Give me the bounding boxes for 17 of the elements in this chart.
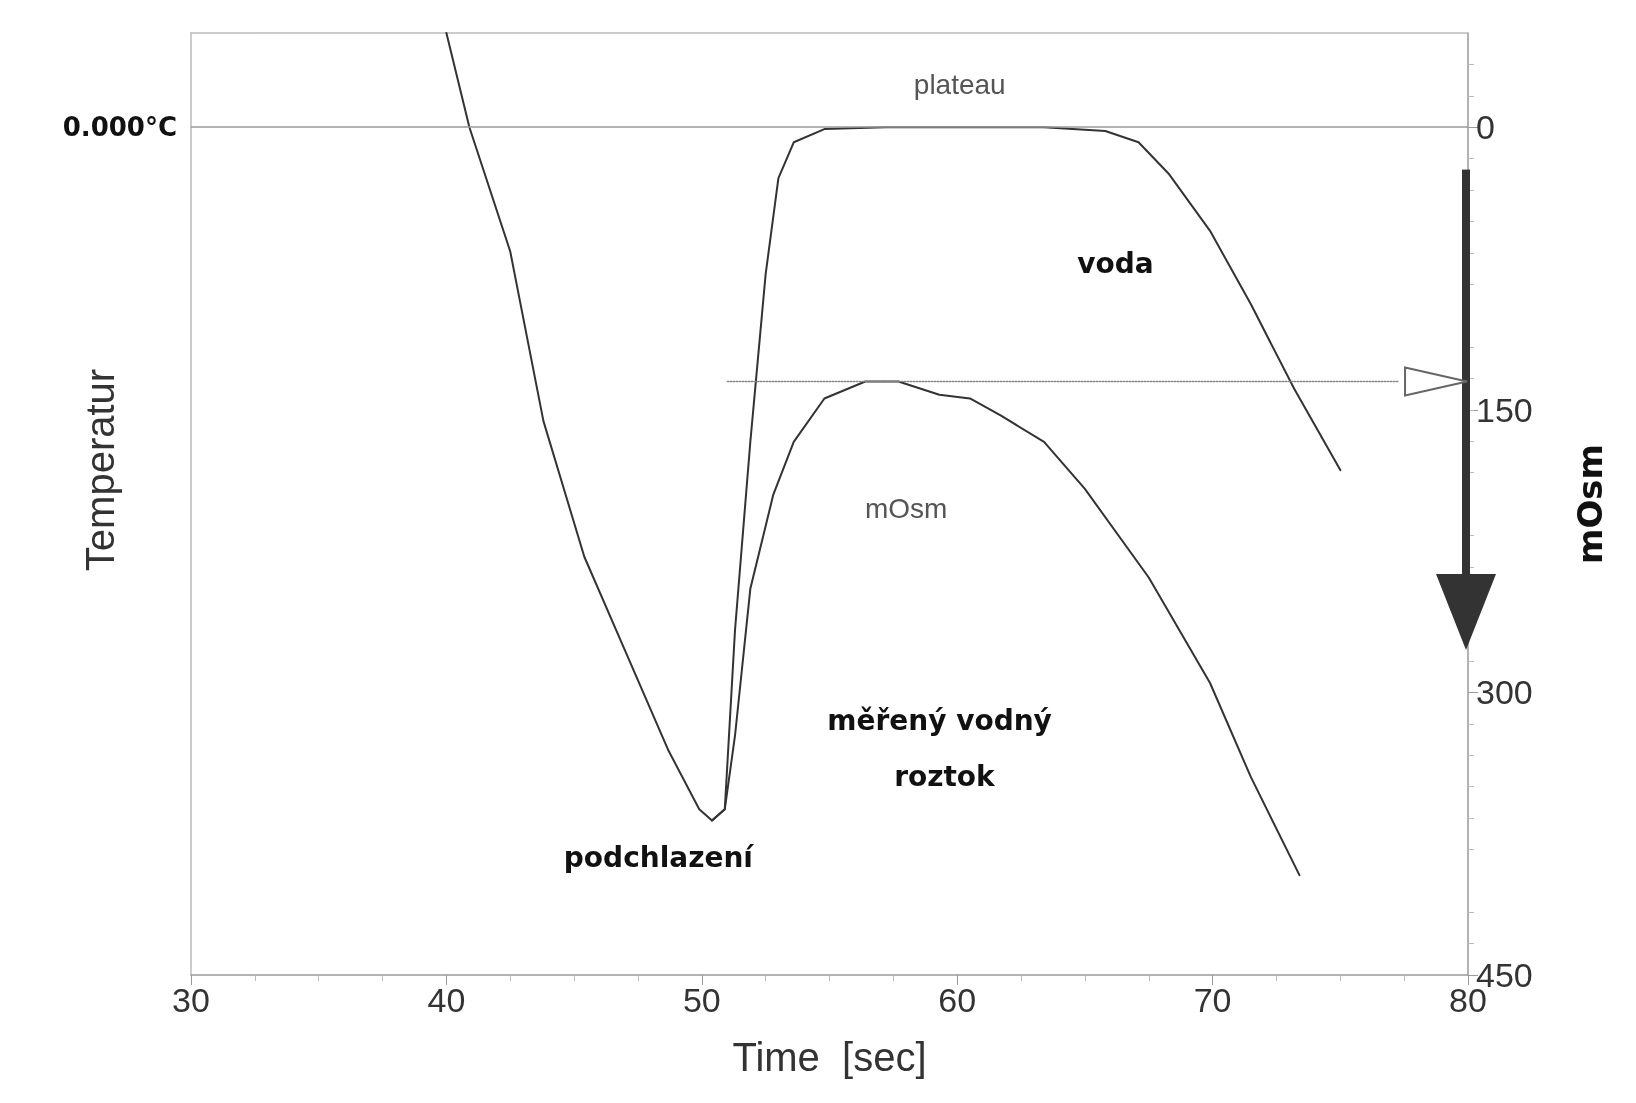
text: mOsm xyxy=(1570,444,1610,564)
x-tick-label: 50 xyxy=(682,981,721,1019)
annotation: měřený vodný roztok xyxy=(827,704,1062,794)
y-tick-label: 150 xyxy=(1476,390,1533,429)
x-tick-label: 40 xyxy=(427,981,466,1019)
y-tick-label: 0 xyxy=(1476,108,1495,147)
annotation: plateau xyxy=(913,69,1006,101)
x-axis-title: Time [sec] xyxy=(732,1035,927,1079)
y-axis-title: mOsm xyxy=(864,493,948,525)
x-tick-label: 60 xyxy=(938,981,977,1019)
ref-line-label: 0.000°C xyxy=(62,112,177,143)
annotation: podchlazení xyxy=(563,840,755,874)
annotation: voda xyxy=(1077,247,1154,281)
x-tick-label: 30 xyxy=(172,981,210,1019)
x-tick-label: 70 xyxy=(1193,981,1232,1019)
text: Temperatur xyxy=(78,368,122,572)
y-tick-label: 300 xyxy=(1476,673,1533,712)
